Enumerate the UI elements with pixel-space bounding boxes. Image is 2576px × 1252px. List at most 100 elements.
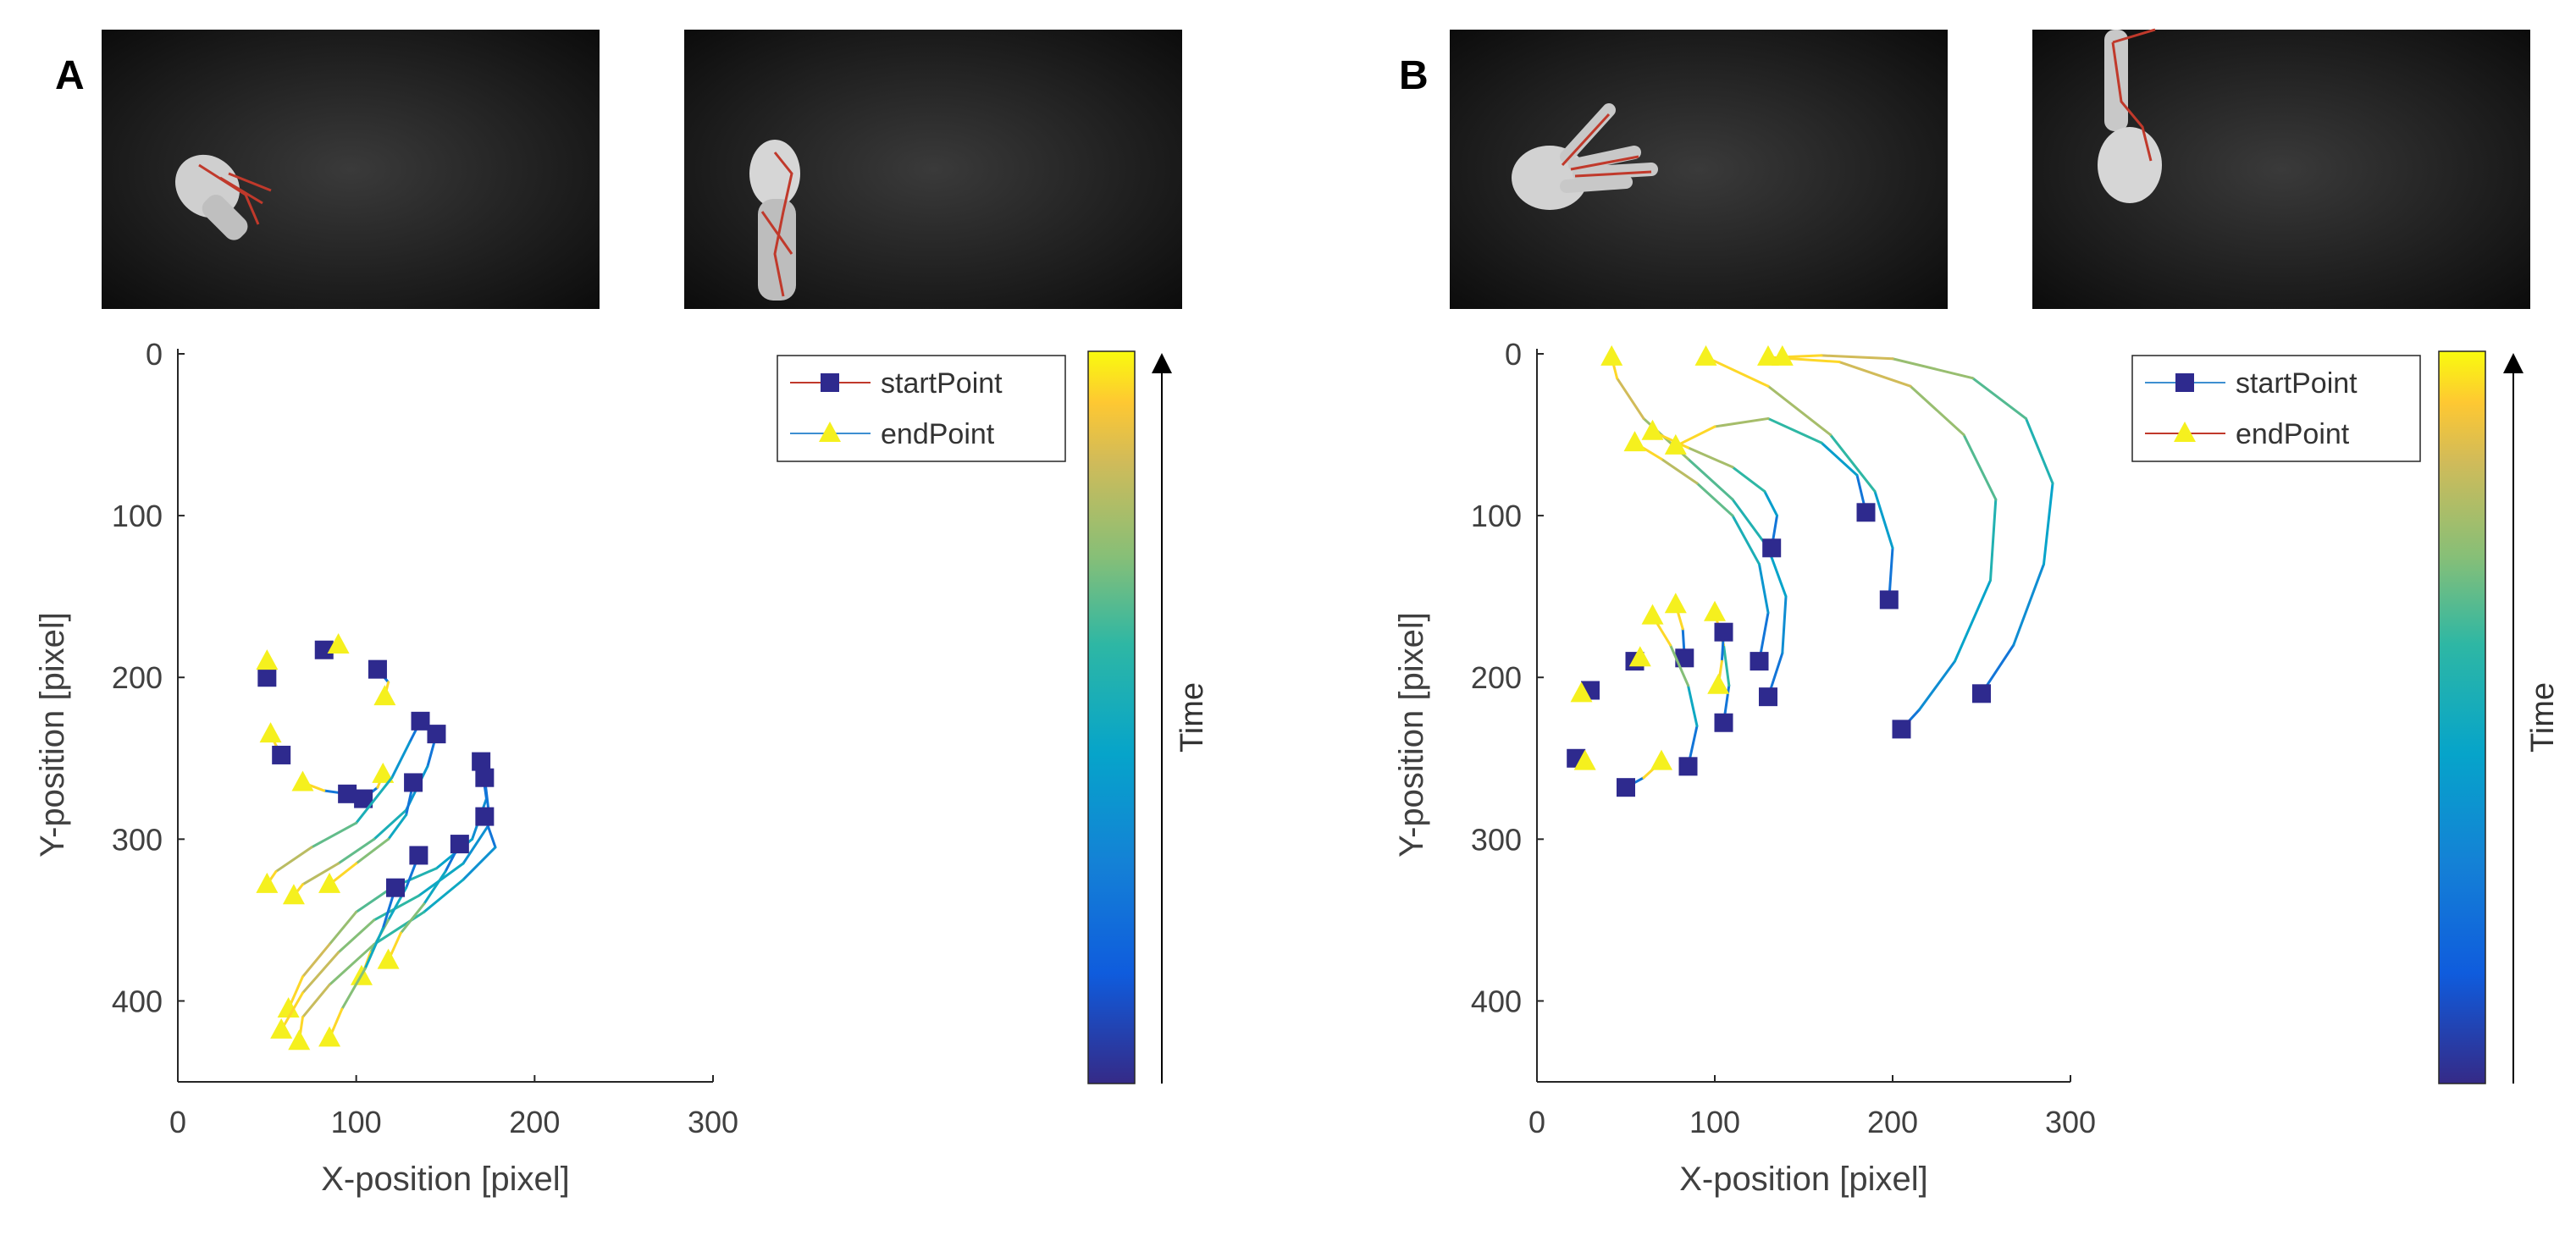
trajectory-series <box>256 711 430 893</box>
start-point-marker <box>1972 684 1991 703</box>
trajectory-segment <box>1687 457 1734 501</box>
y-tick-label: 0 <box>146 337 163 372</box>
trajectory-segment <box>328 910 358 946</box>
start-point-marker <box>1675 648 1694 668</box>
end-point-marker <box>270 1018 293 1039</box>
legend-box <box>777 355 1066 462</box>
x-axis-label: X-position [pixel] <box>1679 1161 1927 1198</box>
legend-start-marker <box>2175 373 2194 392</box>
start-point-marker <box>1714 622 1733 642</box>
trajectory-series <box>318 878 406 1047</box>
trajectory-series <box>318 773 423 893</box>
legend-box <box>2131 355 2421 462</box>
trajectory-segment <box>462 846 497 881</box>
trajectory-segment <box>337 918 376 954</box>
chart-panel-a: 0 100 200 300 0 100 200 300 400 X-position [pixel… <box>34 337 1210 1198</box>
y-axis-label: Y-position [pixel] <box>34 612 71 858</box>
start-point-marker <box>409 846 428 865</box>
trajectory-series <box>314 633 350 659</box>
y-tick-label: 200 <box>1471 660 1522 695</box>
x-tick-label: 0 <box>1528 1105 1545 1139</box>
trajectory-segment <box>1838 361 1912 388</box>
panel-label-b: B <box>1399 53 1429 98</box>
trajectory-series <box>1664 416 1876 522</box>
start-point-marker <box>338 784 357 803</box>
start-point-marker <box>472 752 491 771</box>
start-point-marker <box>1617 778 1635 797</box>
start-point-marker <box>450 835 469 854</box>
trajectory-series <box>1664 593 1694 668</box>
end-point-marker <box>256 649 279 670</box>
trajectory-segment <box>337 837 376 865</box>
end-point-marker <box>256 872 279 893</box>
trajectory-series <box>259 722 291 764</box>
trajectory-series <box>377 835 469 969</box>
x-axis-label: X-position [pixel] <box>321 1161 569 1198</box>
trajectory-segment <box>355 886 394 913</box>
trajectory-segment <box>1713 416 1770 428</box>
colorbar-label: Time <box>2525 682 2561 753</box>
start-point-marker <box>1714 713 1733 732</box>
end-point-marker <box>259 722 282 743</box>
trajectory-segment <box>1669 643 1689 687</box>
y-tick-label: 400 <box>112 984 163 1018</box>
start-point-marker <box>314 640 334 659</box>
trajectory-segment <box>1918 659 1956 711</box>
legend-entry-label: endPoint <box>881 418 995 450</box>
end-point-marker <box>1694 345 1717 366</box>
hand-tracking-photo-icon <box>749 140 800 301</box>
start-point-marker <box>1879 590 1899 609</box>
x-tick-label: 100 <box>1689 1105 1740 1139</box>
x-tick-label: 0 <box>169 1105 186 1139</box>
end-point-marker <box>277 997 300 1018</box>
start-point-marker <box>475 807 495 826</box>
trajectory-segment <box>1616 377 1645 420</box>
legend-entry-label: startPoint <box>2236 367 2358 400</box>
trajectory-segment <box>1766 384 1832 437</box>
end-point-marker <box>377 948 400 969</box>
trajectory-segment <box>1971 377 2027 420</box>
start-point-marker <box>1759 687 1777 707</box>
trajectory-segment <box>1820 354 1894 361</box>
end-point-marker <box>318 872 341 893</box>
legend-entry-label: startPoint <box>881 367 1003 400</box>
start-point-marker <box>1856 503 1876 522</box>
trajectory-segment <box>274 846 313 874</box>
end-point-marker <box>1641 419 1664 440</box>
thumbnail-a2 <box>684 30 1182 309</box>
trajectory-segment <box>363 926 384 970</box>
start-point-marker <box>404 773 423 792</box>
trajectory-series <box>1567 748 1596 770</box>
thumbnail-b2 <box>2032 28 2530 309</box>
x-tick-label: 300 <box>688 1105 738 1139</box>
y-tick-label: 100 <box>1471 499 1522 533</box>
end-point-marker <box>291 770 314 791</box>
trajectory-segment <box>1962 433 1998 501</box>
trajectory-series <box>256 649 279 687</box>
trajectory-segment <box>1660 457 1699 485</box>
start-point-marker <box>411 711 430 731</box>
trajectory-segment <box>1909 384 1965 437</box>
trajectory-segment <box>1763 489 1778 517</box>
start-point-marker <box>368 659 387 679</box>
trajectory-segment <box>423 878 465 913</box>
trajectory-segment <box>310 821 358 849</box>
legend-end-marker <box>2174 422 2196 442</box>
trajectory-segment <box>355 776 394 825</box>
end-point-marker <box>1757 345 1779 366</box>
trajectory-segment <box>301 943 331 979</box>
start-point-marker <box>257 668 277 687</box>
trajectory-series <box>1694 345 1899 609</box>
trajectory-segment <box>301 951 340 995</box>
y-tick-label: 0 <box>1505 337 1522 372</box>
end-point-marker <box>1771 345 1794 366</box>
trajectory-series <box>1641 419 1782 558</box>
legend-start-marker <box>821 373 839 392</box>
end-point-marker <box>1623 431 1646 452</box>
trajectory-segment <box>1731 498 1770 549</box>
trajectory-series <box>1757 345 1998 739</box>
end-point-marker <box>1664 433 1687 455</box>
trajectory-segment <box>1758 562 1770 615</box>
trajectory-segment <box>2025 416 2054 485</box>
